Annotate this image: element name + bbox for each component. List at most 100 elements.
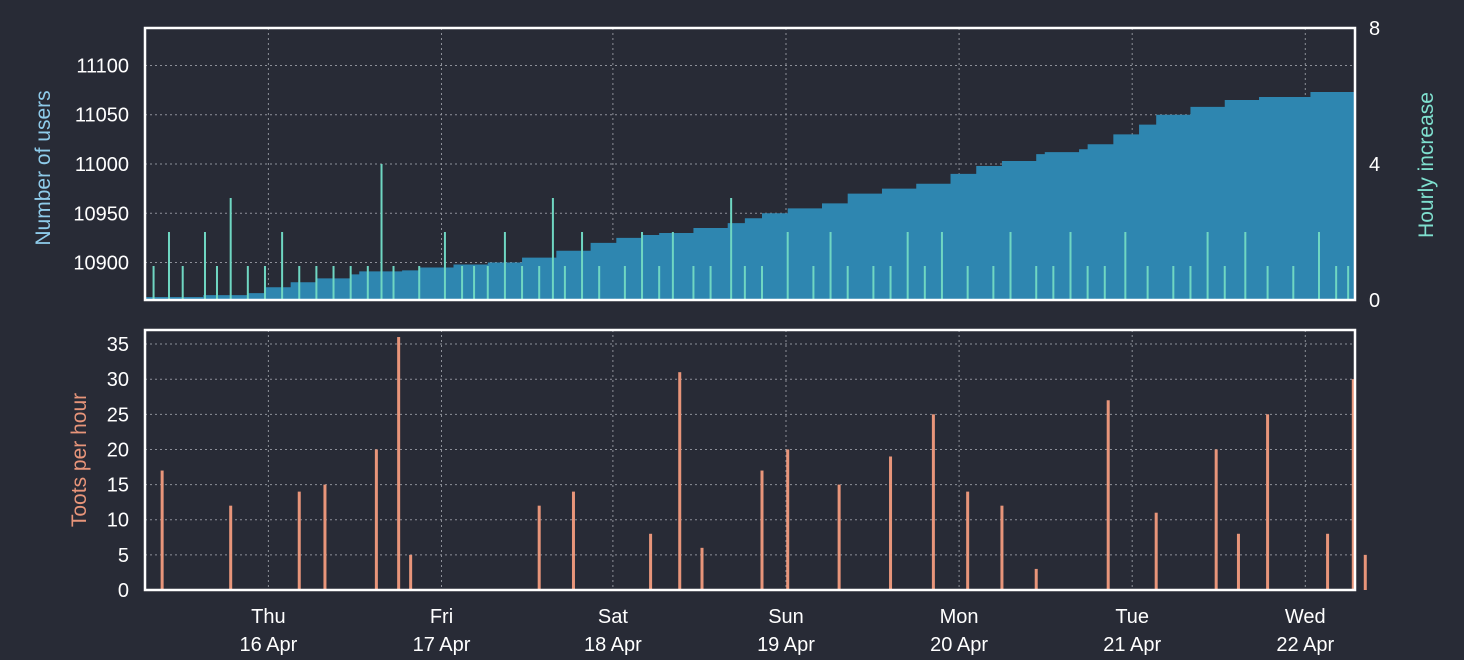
increase-bar	[581, 232, 584, 300]
toots-bar	[537, 505, 541, 590]
increase-bar	[167, 232, 170, 300]
toots-bar	[1351, 379, 1355, 590]
toots-bar	[889, 456, 893, 590]
increase-bar	[246, 266, 249, 300]
increase-y-ticks: 0 4 8	[1369, 18, 1380, 312]
increase-bar	[152, 266, 155, 300]
increase-bar	[692, 266, 695, 300]
toots-axis-label: Toots per hour	[68, 393, 91, 527]
users-tick-label: 10950	[73, 203, 129, 225]
toots-bar	[571, 491, 575, 590]
increase-bar	[1335, 266, 1338, 300]
toots-tick-label: 5	[118, 545, 129, 567]
toots-bar	[931, 414, 935, 590]
date-tick-label: 22 Apr	[1276, 634, 1334, 656]
toots-bar	[374, 449, 378, 590]
day-tick-label: Wed	[1285, 606, 1326, 628]
increase-bar	[658, 266, 661, 300]
toots-bar	[966, 491, 970, 590]
increase-bar	[966, 266, 969, 300]
date-tick-label: 19 Apr	[757, 634, 815, 656]
users-area-fill	[145, 90, 1355, 300]
increase-tick-label: 4	[1369, 154, 1380, 176]
increase-bar	[1103, 266, 1106, 300]
users-tick-label: 10900	[73, 253, 129, 275]
toots-bar	[760, 470, 764, 590]
increase-bar	[760, 266, 763, 300]
increase-bar	[392, 266, 395, 300]
toots-bar	[1000, 505, 1004, 590]
toots-bar	[229, 505, 233, 590]
toots-bar	[1154, 512, 1158, 590]
increase-bar	[671, 232, 674, 300]
day-tick-label: Tue	[1115, 606, 1149, 628]
toots-bar	[1236, 533, 1240, 590]
increase-tick-label: 0	[1369, 290, 1380, 312]
users-axis-label: Number of users	[32, 90, 55, 245]
toots-bar	[649, 533, 653, 590]
date-tick-label: 20 Apr	[930, 634, 988, 656]
increase-bar	[380, 164, 383, 300]
increase-bar	[443, 232, 446, 300]
increase-bar	[1223, 266, 1226, 300]
increase-bar	[461, 266, 464, 300]
increase-bar	[281, 232, 284, 300]
toots-tick-label: 15	[107, 475, 129, 497]
toots-bar	[700, 547, 704, 590]
toots-tick-label: 25	[107, 404, 129, 426]
increase-bar	[641, 232, 644, 300]
increase-bar	[786, 232, 789, 300]
increase-bar	[1035, 266, 1038, 300]
increase-bar	[315, 266, 318, 300]
increase-bar	[563, 266, 566, 300]
date-tick-label: 21 Apr	[1103, 634, 1161, 656]
increase-bar	[1069, 232, 1072, 300]
increase-bar	[215, 266, 218, 300]
increase-tick-label: 8	[1369, 18, 1380, 40]
toots-bars	[160, 337, 1367, 590]
toots-tick-label: 0	[118, 580, 129, 602]
increase-bar	[1244, 232, 1247, 300]
increase-bar	[298, 266, 301, 300]
increase-bar	[1318, 232, 1321, 300]
increase-bar	[229, 198, 232, 300]
toots-tick-label: 35	[107, 334, 129, 356]
increase-bar	[1347, 266, 1350, 300]
users-area	[145, 90, 1355, 300]
toots-bar	[160, 470, 164, 590]
increase-bar	[521, 266, 524, 300]
increase-bar	[1292, 266, 1295, 300]
increase-bar	[349, 266, 352, 300]
toots-bar	[786, 449, 790, 590]
increase-bar	[1124, 232, 1127, 300]
top-plot-frame	[143, 26, 1357, 302]
toots-bar	[323, 484, 327, 590]
increase-bar	[551, 198, 554, 300]
increase-bar	[812, 266, 815, 300]
increase-bar	[829, 232, 832, 300]
increase-bar	[263, 266, 266, 300]
increase-bar	[1009, 232, 1012, 300]
toots-tick-label: 30	[107, 369, 129, 391]
increase-bar	[872, 266, 875, 300]
increase-bar	[940, 232, 943, 300]
users-tick-label: 11000	[75, 154, 129, 176]
increase-bar	[598, 266, 601, 300]
toots-bar	[678, 372, 682, 590]
increase-bar	[418, 266, 421, 300]
increase-bar	[1189, 266, 1192, 300]
day-tick-label: Thu	[251, 606, 285, 628]
increase-bar	[992, 266, 995, 300]
toots-y-ticks: 0 5 10 15 20 25 30 35	[107, 334, 129, 602]
increase-bar	[332, 266, 335, 300]
toots-bar	[297, 491, 301, 590]
day-tick-label: Mon	[940, 606, 979, 628]
increase-bar	[743, 266, 746, 300]
bottom-gridlines	[145, 330, 1355, 591]
users-tick-label: 11100	[76, 55, 129, 77]
increase-bar	[1172, 266, 1175, 300]
increase-bar	[906, 232, 909, 300]
increase-bar	[730, 198, 733, 300]
day-tick-label: Sun	[768, 606, 804, 628]
